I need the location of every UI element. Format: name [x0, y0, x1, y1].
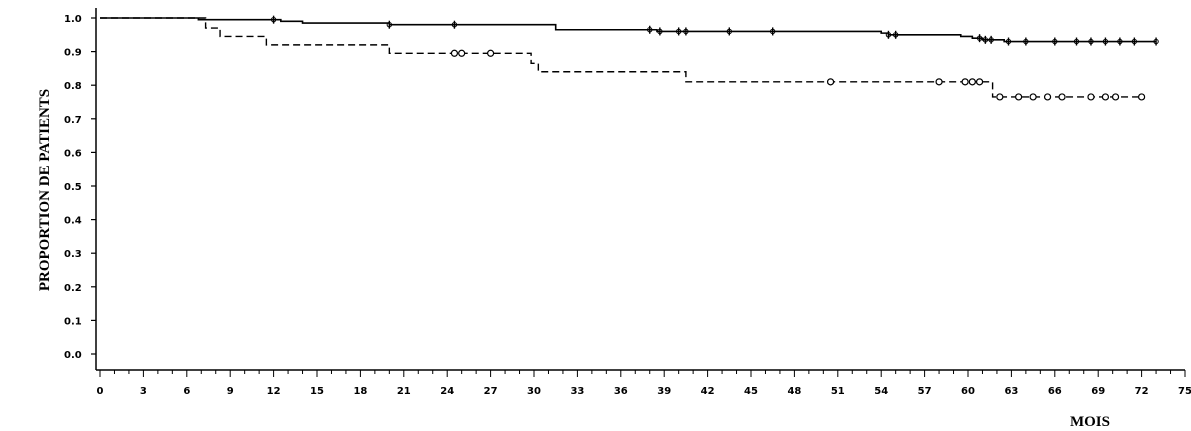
x-tick-label: 45: [744, 386, 758, 397]
censor-mark: [976, 35, 983, 41]
series-layer: [100, 15, 1159, 101]
censor-mark: [1111, 93, 1120, 101]
y-tick-label: 0.5: [64, 182, 82, 193]
censor-mark: [1073, 38, 1080, 45]
x-axis-ticks: 0 3 6 9 12 15 18 21 24 27 30 33 36 39 42 45 48 51 54 57 60 63…: [97, 370, 1191, 397]
x-tick-label: 36: [614, 386, 628, 397]
y-tick-label: 1.0: [64, 14, 82, 25]
y-axis-ticks: 0.0 0.1 0.2 0.3 0.4 0.5 0.6 0.7 0.8 0.9 1.0: [64, 14, 96, 361]
x-tick-label: 39: [657, 386, 671, 397]
censor-mark: [935, 78, 943, 86]
y-tick-label: 0.1: [64, 316, 82, 327]
x-tick-label: 57: [918, 386, 932, 397]
censor-mark: [270, 16, 277, 23]
x-tick-label: 27: [484, 386, 498, 397]
censor-mark: [961, 78, 969, 86]
censor-mark: [885, 32, 892, 38]
censor-mark: [450, 49, 459, 57]
censor-mark: [1023, 38, 1029, 45]
censor-mark: [1058, 93, 1066, 101]
censor-mark: [1029, 93, 1037, 101]
x-tick-label: 9: [227, 386, 234, 397]
censor-mark: [975, 78, 984, 86]
y-tick-label: 0.0: [64, 350, 82, 361]
censor-mark: [1005, 38, 1012, 45]
y-tick-label: 0.9: [64, 48, 82, 59]
x-tick-label: 66: [1048, 386, 1062, 397]
censor-mark: [1101, 93, 1110, 101]
censor-mark: [451, 22, 458, 28]
x-axis-title: MOIS: [1070, 414, 1110, 430]
censor-mark: [675, 28, 682, 35]
censor-mark: [892, 32, 899, 38]
x-tick-label: 69: [1091, 386, 1105, 397]
series-dashed-line: [100, 17, 1142, 98]
y-tick-label: 0.3: [64, 249, 82, 260]
y-tick-label: 0.8: [64, 81, 82, 92]
x-tick-label: 30: [527, 386, 541, 397]
censor-mark: [982, 37, 989, 43]
censor-mark: [657, 28, 663, 35]
censor-mark: [1043, 93, 1052, 101]
censor-mark: [988, 37, 994, 43]
censor-mark: [1102, 38, 1109, 45]
x-tick-label: 3: [140, 386, 147, 397]
censor-mark: [1117, 38, 1123, 45]
y-tick-label: 0.7: [64, 115, 82, 126]
censor-mark: [386, 22, 393, 28]
censor-mark: [458, 49, 466, 57]
x-tick-label: 33: [570, 386, 584, 397]
x-tick-label: 15: [310, 386, 324, 397]
y-axis-title: PROPORTION DE PATIENTS: [37, 89, 53, 291]
x-tick-label: 0: [97, 386, 104, 397]
censor-mark: [683, 28, 689, 35]
censor-mark: [968, 78, 976, 86]
x-tick-label: 75: [1178, 386, 1191, 397]
censor-mark: [647, 27, 653, 33]
censor-mark: [487, 49, 495, 57]
x-tick-label: 12: [267, 386, 281, 397]
y-tick-label: 0.6: [64, 148, 82, 159]
x-tick-label: 72: [1135, 386, 1149, 397]
x-tick-label: 6: [183, 386, 190, 397]
x-tick-label: 48: [787, 386, 801, 397]
censor-mark: [726, 28, 732, 35]
censor-mark: [1087, 93, 1095, 101]
censor-mark: [1015, 93, 1023, 101]
x-tick-label: 51: [831, 386, 845, 397]
censor-mark: [826, 78, 835, 86]
x-tick-label: 21: [397, 386, 411, 397]
y-tick-label: 0.4: [64, 216, 82, 227]
censor-mark: [1052, 38, 1058, 45]
x-tick-label: 63: [1004, 386, 1018, 397]
y-tick-label: 0.2: [64, 283, 82, 294]
censor-mark: [996, 93, 1004, 101]
x-tick-label: 18: [353, 386, 367, 397]
censor-mark: [1137, 93, 1146, 101]
series-solid-line: [100, 17, 1157, 43]
x-tick-label: 60: [961, 386, 975, 397]
censor-mark: [1088, 38, 1094, 45]
censor-mark: [1131, 38, 1138, 45]
censor-mark: [770, 28, 776, 35]
x-tick-label: 24: [440, 386, 454, 397]
censor-mark: [1153, 38, 1159, 45]
x-tick-label: 54: [874, 386, 888, 397]
x-tick-label: 42: [701, 386, 715, 397]
